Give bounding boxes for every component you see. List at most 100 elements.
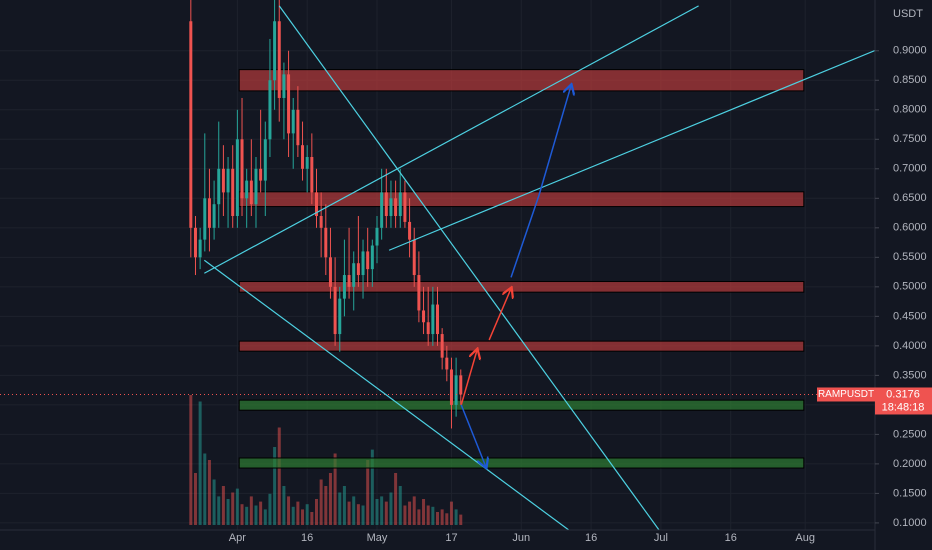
volume-bar: [314, 499, 318, 525]
y-tick-label: 0.5500: [893, 251, 927, 263]
candle-body: [273, 21, 277, 81]
candle-body: [193, 227, 197, 258]
y-tick-label: 0.9000: [893, 45, 927, 57]
volume-bar: [189, 395, 193, 525]
candle-body: [203, 198, 207, 240]
candle-body: [254, 168, 258, 205]
candle-body: [291, 109, 295, 134]
volume-bar: [338, 492, 342, 525]
arrow: [488, 289, 511, 341]
arrow: [460, 404, 486, 467]
candle-body: [305, 156, 309, 169]
y-tick-label: 0.1000: [893, 517, 927, 529]
volume-bar: [398, 486, 402, 525]
volume-bar: [203, 453, 207, 525]
volume-bar: [221, 486, 225, 525]
zone: [238, 281, 805, 293]
volume-bar: [259, 501, 263, 525]
volume-bar: [426, 505, 430, 525]
candle-body: [245, 180, 249, 199]
candle-body: [207, 198, 211, 228]
volume-bar: [412, 496, 416, 525]
trend-line: [388, 49, 875, 251]
countdown-label: 18:48:18: [882, 401, 925, 413]
zone: [238, 457, 805, 469]
volume-bar: [352, 496, 356, 525]
volume-bar: [217, 496, 221, 525]
x-tick-label: Jul: [654, 532, 668, 544]
candle-body: [296, 109, 300, 146]
symbol-box: [817, 387, 875, 402]
volume-bar: [235, 488, 239, 525]
volume-bar: [394, 473, 398, 525]
volume-bar: [277, 427, 281, 525]
candle-body: [338, 298, 342, 335]
volume-bar: [389, 492, 393, 525]
candle-body: [226, 168, 230, 193]
y-tick-label: 0.5000: [893, 281, 927, 293]
volume-bar: [431, 506, 435, 525]
x-tick-label: Jun: [512, 532, 530, 544]
y-tick-label: 0.7000: [893, 163, 927, 175]
candle-body: [319, 216, 323, 228]
volume-bar: [384, 501, 388, 525]
symbol-label: RAMPUSDT: [818, 389, 874, 400]
volume-bar: [380, 496, 384, 525]
volume-bar: [198, 401, 202, 525]
y-tick-label: 0.8000: [893, 104, 927, 116]
candle-body: [375, 227, 379, 246]
y-tick-label: 0.2000: [893, 458, 927, 470]
zone: [238, 340, 805, 352]
candle-body: [417, 275, 421, 311]
candle-body: [440, 334, 444, 358]
candle-body: [449, 369, 453, 405]
candle-body: [342, 275, 346, 299]
candle-body: [217, 168, 221, 205]
volume-bar: [324, 486, 328, 525]
candle-body: [356, 263, 360, 276]
y-tick-label: 0.7500: [893, 133, 927, 145]
price-box: [875, 387, 932, 415]
volume-bar: [268, 493, 272, 525]
candle-body: [301, 145, 305, 169]
candle-body: [380, 192, 384, 228]
candle-body: [198, 239, 202, 258]
x-tick-label: 16: [301, 532, 313, 544]
candle-body: [268, 80, 272, 140]
volume-bar: [436, 512, 439, 525]
candle-body: [240, 139, 244, 199]
y-tick-label: 0.8500: [893, 74, 927, 86]
volume-bar: [212, 479, 216, 525]
candle-body: [445, 357, 449, 370]
candle-body: [221, 168, 225, 193]
drawings: [203, 5, 875, 530]
candle-body: [189, 21, 193, 228]
volume-bar: [328, 473, 332, 525]
candles: [0, 0, 875, 429]
volume-bar: [263, 509, 267, 525]
candle-body: [422, 310, 426, 323]
last-price-label: 0.3176: [886, 388, 920, 400]
volume-bar: [310, 512, 314, 525]
candle-body: [328, 257, 332, 287]
grid: [0, 0, 875, 530]
candle-body: [324, 227, 328, 258]
y-tick-label: 0.4500: [893, 310, 927, 322]
volume: [189, 395, 463, 525]
candle-body: [361, 251, 365, 276]
candle-body: [287, 74, 291, 134]
zone: [238, 399, 805, 411]
x-tick-label: 16: [585, 532, 597, 544]
candle-body: [263, 139, 267, 181]
volume-bar: [301, 509, 305, 525]
currency: USDT: [893, 8, 923, 20]
x-tick-label: May: [367, 532, 388, 544]
trend-line: [203, 259, 570, 530]
candle-body: [310, 156, 314, 193]
zone: [238, 69, 805, 92]
candle-body: [398, 192, 402, 217]
candle-body: [333, 286, 337, 335]
arrow: [460, 350, 477, 406]
volume-bar: [449, 501, 453, 525]
